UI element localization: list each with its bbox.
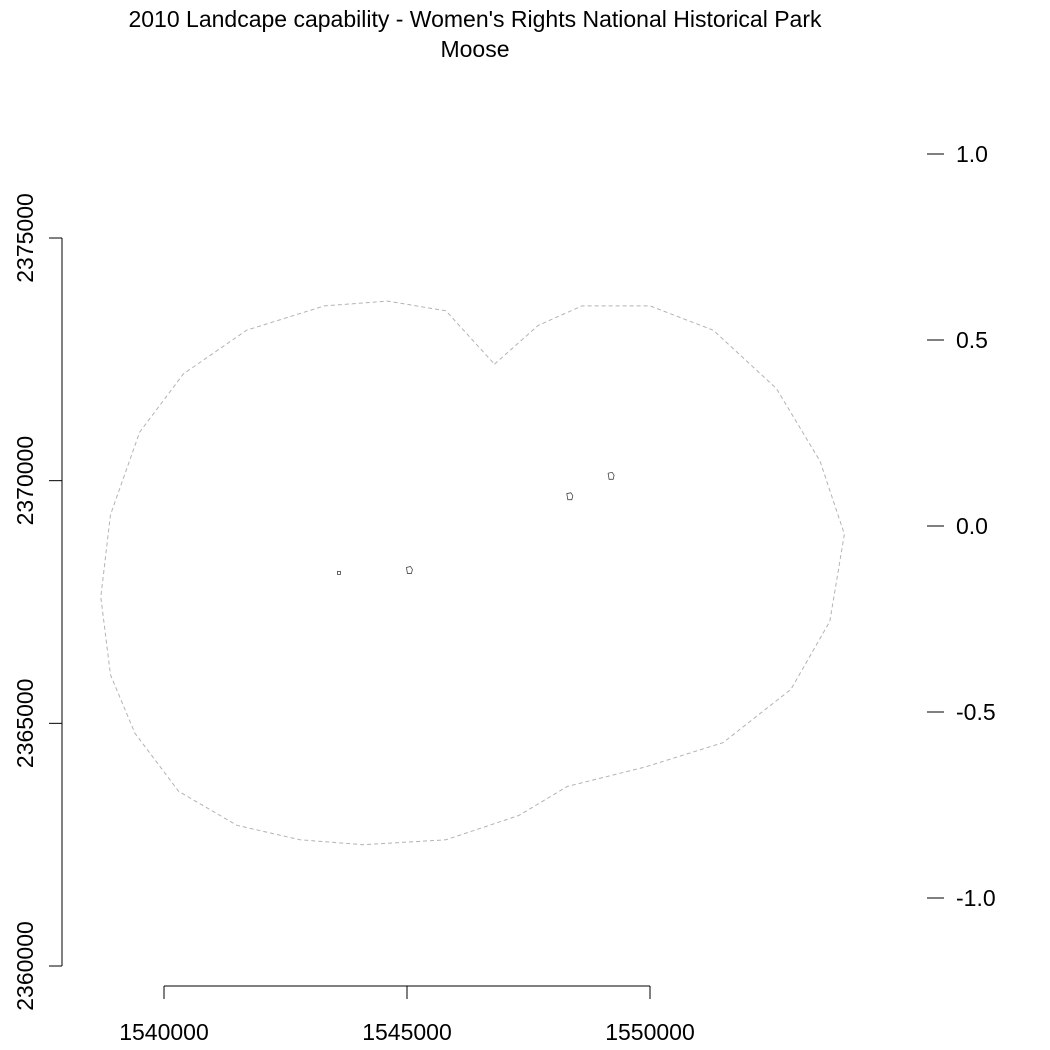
chart-subtitle: Moose xyxy=(440,36,510,62)
feature-parcel xyxy=(405,565,413,574)
feature-parcel xyxy=(607,471,615,480)
boundary-line xyxy=(100,300,845,846)
feature-layer xyxy=(337,471,615,575)
x-axis: 1540000 1545000 1550000 xyxy=(119,985,695,1045)
x-tick-label: 1550000 xyxy=(605,1019,695,1045)
y-tick-label: 2360000 xyxy=(12,921,38,1011)
y-axis: 2360000 2365000 2370000 2375000 xyxy=(12,193,63,1011)
legend-tick-label: 0.0 xyxy=(956,513,988,539)
legend-tick-label: -1.0 xyxy=(956,885,996,911)
legend-axis: -1.0 -0.5 0.0 0.5 1.0 xyxy=(927,141,996,911)
x-tick-label: 1545000 xyxy=(362,1019,452,1045)
y-tick-label: 2365000 xyxy=(12,679,38,769)
y-tick-label: 2370000 xyxy=(12,436,38,526)
legend-tick-label: 1.0 xyxy=(956,141,988,167)
x-tick-label: 1540000 xyxy=(119,1019,209,1045)
chart-title: 2010 Landcape capability - Women's Right… xyxy=(128,6,822,32)
feature-parcel xyxy=(566,492,574,501)
legend-tick-label: -0.5 xyxy=(956,699,996,725)
feature-parcel xyxy=(337,570,341,575)
y-tick-label: 2375000 xyxy=(12,193,38,283)
park-boundary xyxy=(100,300,845,846)
legend-tick-label: 0.5 xyxy=(956,327,988,353)
